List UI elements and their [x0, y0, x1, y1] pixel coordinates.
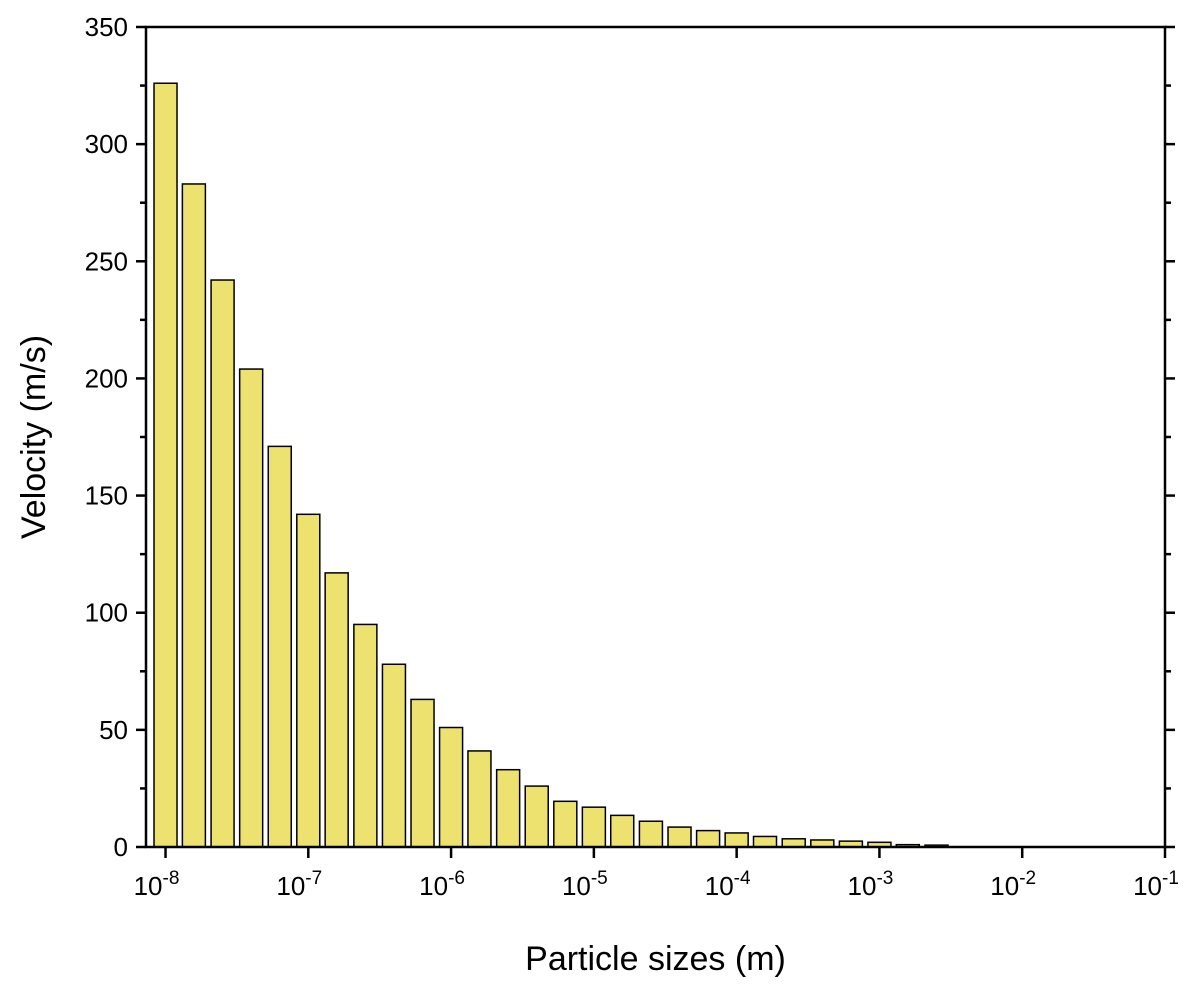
x-tick-label: 10-1	[1133, 868, 1179, 901]
bar	[238, 368, 264, 848]
y-axis-title: Velocity (m/s)	[15, 335, 53, 539]
x-tick-label: 10-3	[848, 868, 894, 901]
bars-group	[153, 82, 949, 848]
bar	[181, 183, 207, 848]
bar	[296, 513, 321, 848]
y-tick-label: 200	[85, 363, 128, 393]
bar	[524, 785, 549, 848]
y-tick-label: 0	[114, 832, 128, 862]
bar	[381, 663, 407, 848]
x-axis-title: Particle sizes (m)	[525, 940, 786, 978]
x-axis-ticks: 10-8 10-7 10-6 10-5 10-4 10-3 10-2 10-1	[134, 847, 1179, 901]
y-tick-label: 350	[85, 12, 128, 42]
bar	[581, 806, 607, 848]
y-tick-label: 50	[99, 715, 128, 745]
y-tick-label: 150	[85, 481, 128, 511]
bar	[353, 623, 378, 848]
bar	[153, 82, 178, 848]
bar	[267, 445, 292, 848]
bar	[638, 820, 664, 848]
x-tick-label: 10-7	[276, 868, 322, 901]
plot-frame	[144, 25, 1167, 849]
bar	[467, 750, 492, 848]
y-axis-ticks: 0 50 100 150 200 250 300 350	[85, 12, 1175, 862]
x-tick-label: 10-4	[705, 868, 751, 901]
bar	[324, 572, 349, 848]
bar	[695, 829, 721, 848]
bar	[553, 800, 578, 848]
bar	[752, 835, 778, 848]
bar	[210, 279, 235, 848]
bar	[438, 726, 464, 848]
y-tick-label: 100	[85, 598, 128, 628]
x-tick-label: 10-5	[562, 868, 608, 901]
y-tick-label: 300	[85, 129, 128, 159]
bar	[410, 698, 435, 848]
y-tick-label: 250	[85, 246, 128, 276]
bar	[609, 814, 635, 848]
bar	[667, 826, 692, 848]
bar	[495, 768, 521, 848]
x-tick-label: 10-2	[990, 868, 1036, 901]
x-tick-label: 10-8	[134, 868, 180, 901]
x-tick-label: 10-6	[419, 868, 465, 901]
bar	[724, 832, 749, 848]
